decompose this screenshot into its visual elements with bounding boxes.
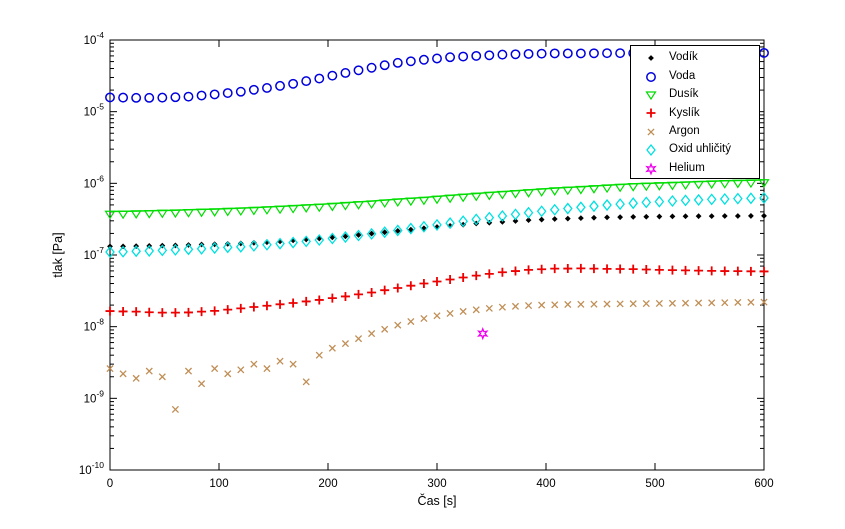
legend-marker-x xyxy=(647,128,655,136)
series-Helium xyxy=(477,326,489,341)
legend-marker-open-diamond xyxy=(646,144,656,157)
legend-label: Vodík xyxy=(669,51,698,64)
axes: 0 100 200 300 400 500 600 10-4 10-5 10-6 10-7 10-8 1… xyxy=(79,30,774,490)
legend-item-1: Voda xyxy=(631,67,759,85)
y-tick-label: 10-6 xyxy=(84,173,105,190)
legend-label: Dusík xyxy=(669,88,699,101)
legend-marker-open-circle xyxy=(646,71,656,82)
legend-item-3: Kyslík xyxy=(631,104,759,122)
legend-label: Argon xyxy=(669,125,700,137)
x-tick-label: 0 xyxy=(107,478,113,490)
legend-item-5: Oxid uhličitý xyxy=(631,141,759,159)
y-tick-label: 10-7 xyxy=(84,245,105,262)
y-tick-label: 10-10 xyxy=(79,460,104,477)
legend-label: Voda xyxy=(669,69,696,82)
series-Oxid uhličitý xyxy=(105,191,769,259)
y-axis-label: tlak [Pa] xyxy=(51,232,65,277)
y-tick-label: 10-5 xyxy=(84,102,105,119)
legend-item-4: Argon xyxy=(631,123,759,141)
x-tick-label: 600 xyxy=(754,478,773,490)
y-tick-label: 10-8 xyxy=(84,317,105,334)
legend-item-2: Dusík xyxy=(631,86,759,104)
legend-label: Kyslík xyxy=(669,106,700,119)
legend-label: Helium xyxy=(669,161,705,174)
y-tick-label: 10-9 xyxy=(84,388,105,405)
legend-marker-triangle-down xyxy=(645,91,657,101)
legend-item-0: Vodík xyxy=(631,49,759,67)
series-Argon xyxy=(106,298,768,413)
legend: Vodík Voda Dusík Kyslík Argon Oxid uhličitý He… xyxy=(630,45,760,179)
plot-series xyxy=(104,47,770,413)
legend-marker-plus xyxy=(646,108,656,118)
series-Vodík xyxy=(107,212,767,250)
legend-marker-filled-diamond xyxy=(648,55,654,62)
legend-item-6: Helium xyxy=(631,159,759,177)
x-tick-label: 200 xyxy=(318,478,337,490)
x-tick-label: 500 xyxy=(645,478,664,490)
x-tick-label: 300 xyxy=(427,478,446,490)
y-tick-label: 10-4 xyxy=(84,30,105,47)
x-tick-label: 400 xyxy=(536,478,555,490)
legend-label: Oxid uhličitý xyxy=(669,143,731,156)
x-axis-label: Čas [s] xyxy=(418,493,457,508)
x-tick-label: 100 xyxy=(209,478,228,490)
series-Kyslík xyxy=(105,263,769,318)
legend-marker-hexagram xyxy=(645,161,657,176)
series-Dusík xyxy=(104,179,770,220)
